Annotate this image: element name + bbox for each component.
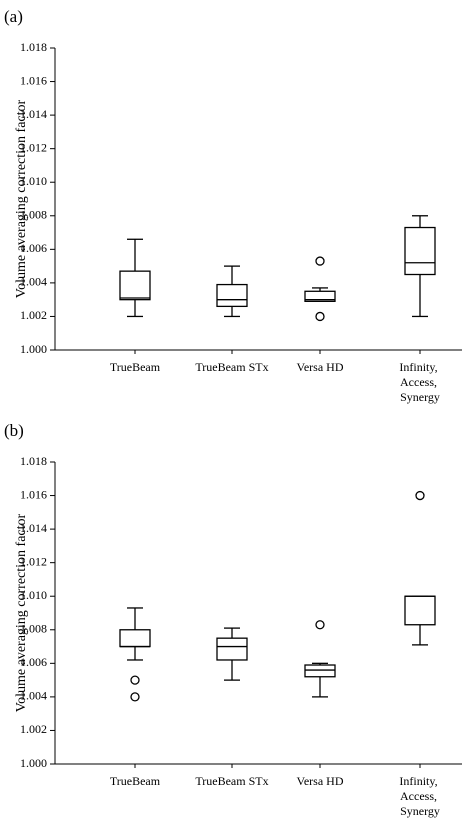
y-tick-label: 1.000	[20, 756, 47, 770]
y-tick-label: 1.012	[20, 140, 47, 154]
outlier	[130, 692, 140, 702]
y-tick-label: 1.012	[20, 554, 47, 568]
outlier	[415, 490, 425, 501]
box	[119, 629, 151, 648]
y-tick-label: 1.014	[20, 521, 47, 535]
y-tick-label: 1.008	[20, 208, 47, 222]
box	[119, 270, 151, 301]
panel-label: (b)	[4, 421, 24, 440]
y-axis-label: Volume averaging correction factor	[14, 513, 29, 712]
y-tick-label: 1.016	[20, 487, 47, 501]
y-axis-label: Volume averaging correction factor	[14, 99, 29, 298]
outlier	[130, 675, 140, 685]
y-tick-label: 1.006	[20, 655, 47, 669]
x-tick-label: TrueBeam	[110, 774, 161, 788]
panel-label: (a)	[4, 7, 23, 26]
outlier	[315, 311, 325, 322]
box	[216, 637, 248, 661]
y-tick-label: 1.008	[20, 622, 47, 636]
y-tick-label: 1.010	[20, 174, 47, 188]
y-tick-label: 1.018	[20, 454, 47, 468]
box	[304, 664, 336, 678]
x-tick-label: Versa HD	[297, 774, 344, 788]
y-tick-label: 1.014	[20, 107, 47, 121]
x-tick-label: Infinity, Access, Synergy	[399, 360, 440, 404]
box	[404, 595, 436, 626]
y-tick-label: 1.002	[20, 722, 47, 736]
outlier	[315, 256, 325, 266]
y-tick-label: 1.000	[20, 342, 47, 356]
x-tick-label: TrueBeam STx	[195, 360, 268, 374]
y-tick-label: 1.002	[20, 308, 47, 322]
box	[404, 226, 436, 276]
outlier	[315, 620, 325, 630]
box	[216, 283, 248, 308]
x-tick-label: Infinity, Access, Synergy	[399, 774, 440, 818]
y-tick-label: 1.006	[20, 241, 47, 255]
x-tick-label: Versa HD	[297, 360, 344, 374]
x-tick-label: TrueBeam	[110, 360, 161, 374]
y-tick-label: 1.018	[20, 40, 47, 54]
y-tick-label: 1.016	[20, 73, 47, 87]
y-tick-label: 1.004	[20, 689, 47, 703]
box	[304, 290, 336, 302]
x-tick-label: TrueBeam STx	[195, 774, 268, 788]
y-tick-label: 1.004	[20, 275, 47, 289]
y-tick-label: 1.010	[20, 588, 47, 602]
